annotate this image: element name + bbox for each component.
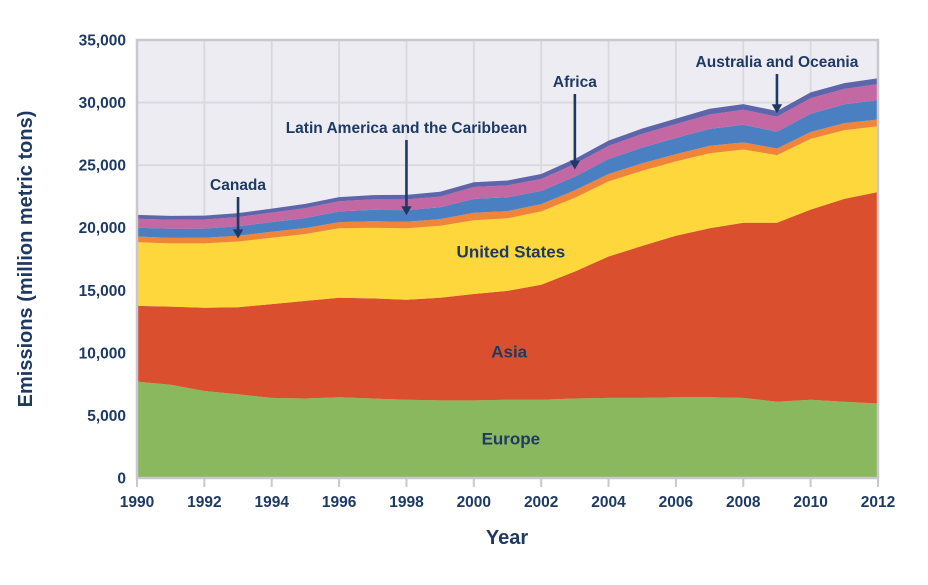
area-africa	[137, 84, 878, 229]
x-tick-label-2000: 2000	[457, 494, 491, 511]
annotation-label-latin-america-and-the-caribbean: Latin America and the Caribbean	[286, 120, 527, 137]
x-tick-label-1998: 1998	[389, 494, 424, 511]
area-europe	[137, 381, 878, 478]
x-axis-title: Year	[486, 527, 528, 549]
region-label-asia: Asia	[491, 343, 527, 362]
plot-border	[135, 38, 880, 480]
x-tick-label-1992: 1992	[187, 494, 221, 511]
region-label-europe: Europe	[482, 430, 541, 449]
y-axis-title: Emissions (million metric tons)	[15, 111, 37, 408]
x-tick-label-2006: 2006	[659, 494, 694, 511]
y-tick-label-20000: 20,000	[79, 220, 126, 237]
x-tick-label-2010: 2010	[793, 494, 827, 511]
y-tick-label-25000: 25,000	[79, 158, 126, 175]
annotation-arrowhead-canada	[232, 229, 244, 239]
x-tick-label-1994: 1994	[254, 494, 289, 511]
x-tick-label-2004: 2004	[591, 494, 626, 511]
annotation-arrowhead-africa	[569, 160, 581, 170]
region-label-united-states: United States	[457, 242, 566, 261]
area-canada	[137, 119, 878, 244]
area-latin-america-and-the-caribbean	[137, 100, 878, 238]
annotation-label-canada: Canada	[210, 177, 266, 194]
x-tick-label-1990: 1990	[120, 494, 154, 511]
area-united-states	[137, 126, 878, 308]
annotation-label-australia-and-oceania: Australia and Oceania	[696, 54, 859, 71]
y-tick-label-35000: 35,000	[79, 33, 126, 50]
x-tick-label-1996: 1996	[322, 494, 357, 511]
annotation-arrowhead-australia-and-oceania	[771, 104, 783, 114]
y-tick-label-30000: 30,000	[79, 95, 126, 112]
y-tick-label-0: 0	[117, 471, 126, 488]
x-tick-label-2008: 2008	[726, 494, 761, 511]
annotation-arrowhead-latin-america-and-the-caribbean	[401, 206, 412, 216]
x-tick-label-2002: 2002	[524, 494, 558, 511]
y-tick-label-10000: 10,000	[79, 345, 126, 362]
x-tick-label-2012: 2012	[861, 494, 895, 511]
y-tick-label-15000: 15,000	[79, 283, 126, 300]
area-asia	[137, 192, 878, 404]
plot-area: 1990 1992 1994 1996 1998 2000 2002 2004 2006 2008…	[79, 33, 896, 512]
y-tick-label-5000: 5,000	[87, 408, 126, 425]
annotation-label-africa: Africa	[553, 74, 597, 91]
